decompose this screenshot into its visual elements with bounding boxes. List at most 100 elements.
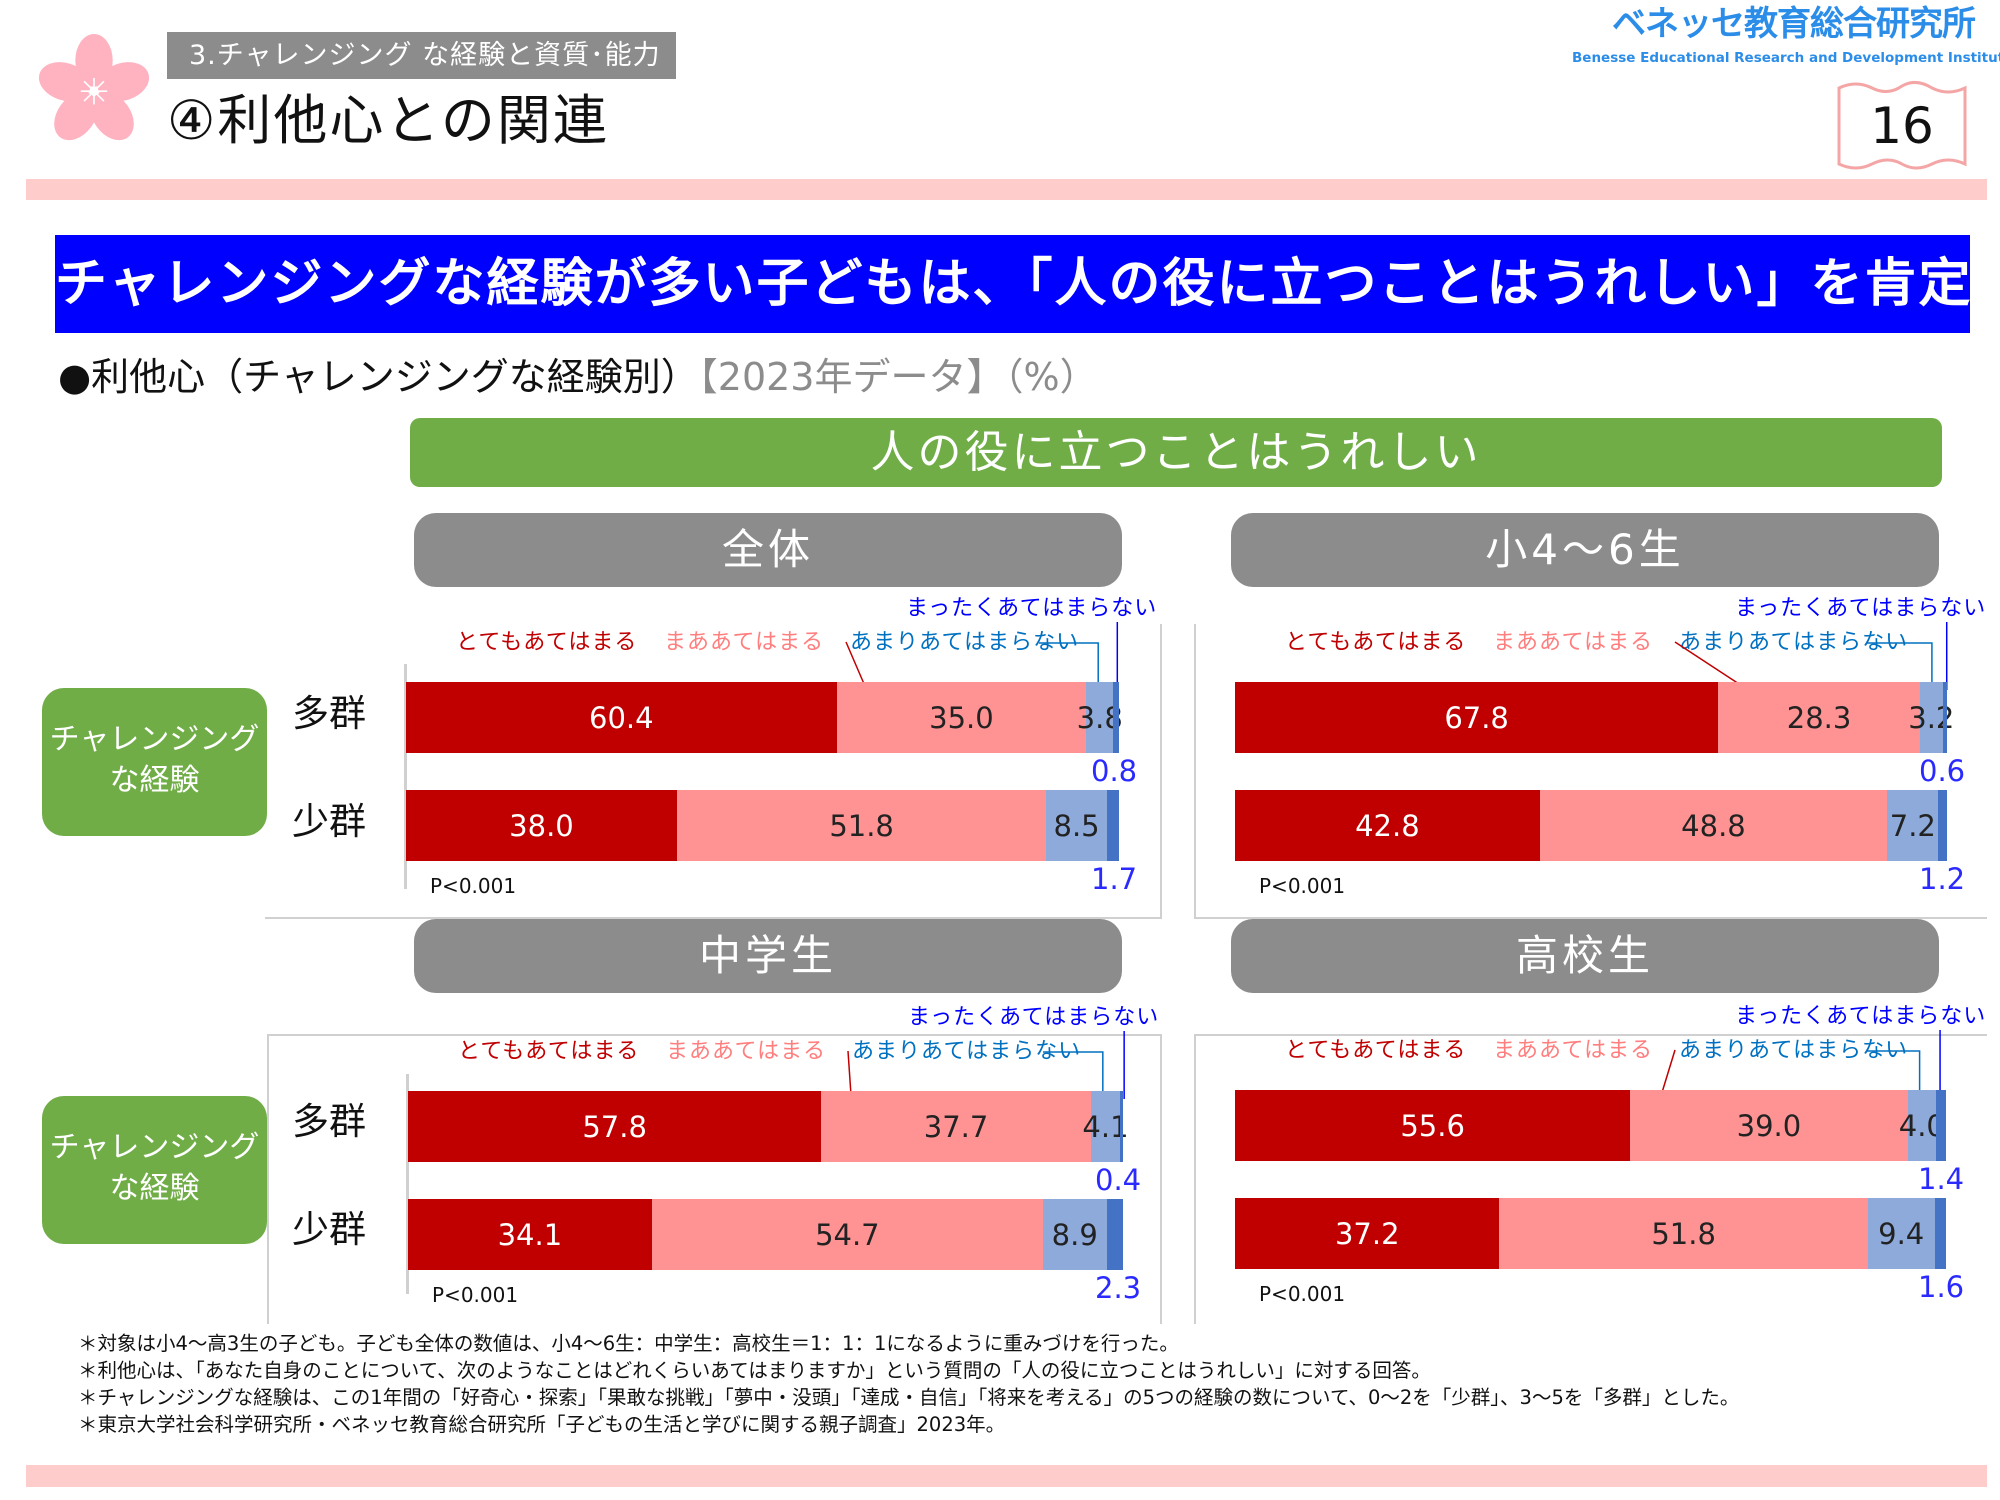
legend-item: まああてはまる xyxy=(1493,630,1654,655)
page-number: 16 xyxy=(1870,97,1934,155)
bar-segment-very: 60.4 xyxy=(406,682,837,753)
callout-not-much xyxy=(1867,642,1933,690)
data-label: 35.0 xyxy=(929,700,994,735)
data-label: 60.4 xyxy=(589,700,654,735)
legend-item: まああてはまる xyxy=(666,1039,827,1064)
p-value: P<0.001 xyxy=(1259,1282,1346,1306)
footnote: ＊チャレンジングな経験は、この1年間の「好奇心・探索」「果敢な挑戦」「夢中・没頭… xyxy=(78,1386,1740,1409)
bar-segment-not-at-all xyxy=(1106,790,1119,861)
axis-line xyxy=(404,664,407,889)
panel-border xyxy=(1160,1034,1162,1324)
axis-line xyxy=(406,1074,409,1294)
row-label-low: 少群 xyxy=(292,800,366,843)
callout-lines xyxy=(845,622,1119,691)
panel-border xyxy=(267,1034,269,1324)
bar-segment-not-much: 3.2 xyxy=(1908,682,1954,753)
group-label-bottom: チャレンジング な経験 xyxy=(42,1096,267,1244)
legend-item: まああてはまる xyxy=(664,630,825,655)
data-label: 51.8 xyxy=(829,808,894,843)
row-label-high: 多群 xyxy=(292,1100,366,1143)
row-label-low: 少群 xyxy=(292,1208,366,1251)
data-label: 57.8 xyxy=(582,1109,647,1144)
data-label: 39.0 xyxy=(1736,1108,1802,1143)
legend-item: まああてはまる xyxy=(1493,1038,1654,1063)
bar-segment-very: 42.8 xyxy=(1235,790,1540,861)
group-label-top: チャレンジング な経験 xyxy=(42,688,267,836)
data-label: 67.8 xyxy=(1444,700,1509,735)
legend-item: とてもあてはまる xyxy=(458,1039,640,1064)
data-label: 37.7 xyxy=(923,1109,989,1144)
bar-row-多群: 55.6 39.0 4.0 xyxy=(1235,1090,1946,1161)
callout-not-much xyxy=(1039,642,1099,690)
panel-header-elementary: 小4～6生 xyxy=(1231,513,1939,587)
data-label-not-at-all: 1.6 xyxy=(1918,1270,1965,1304)
bar-segment-not-at-all xyxy=(1934,1198,1946,1269)
data-label-not-at-all: 1.7 xyxy=(1091,862,1138,896)
bar-segment-not-much: 3.8 xyxy=(1077,682,1123,753)
legend-item: とてもあてはまる xyxy=(1285,1038,1467,1063)
header-divider xyxy=(26,179,1987,200)
callout-not-much xyxy=(1866,1050,1921,1098)
bar-segment-somewhat: 54.7 xyxy=(651,1199,1043,1270)
group-label-line: チャレンジング xyxy=(49,722,260,757)
data-label: 54.7 xyxy=(815,1217,880,1252)
bar-segment-very: 37.2 xyxy=(1235,1198,1500,1269)
group-label-line: チャレンジング xyxy=(49,1130,260,1165)
callout-lines xyxy=(1659,1030,1941,1099)
panel-border xyxy=(265,917,1162,919)
bar-row-少群: 42.8 48.8 7.2 xyxy=(1235,790,1947,861)
footnote: ＊利他心は、「あなた自身のことについて、次のようなことはどれくらいあてはまります… xyxy=(78,1359,1431,1382)
footnote: ＊東京大学社会科学研究所・ベネッセ教育総合研究所「子どもの生活と学びに関する親子… xyxy=(78,1413,1006,1436)
panel-border xyxy=(267,1034,1162,1036)
bar-segment-not-much: 8.9 xyxy=(1042,1199,1107,1270)
data-label: 48.8 xyxy=(1681,808,1746,843)
legend-item: まったくあてはまらない xyxy=(908,1005,1160,1030)
footer-divider xyxy=(26,1465,1987,1487)
bar-row-多群: 57.8 37.7 4.1 xyxy=(408,1091,1129,1162)
logo-en: Benesse Educational Research and Develop… xyxy=(1572,50,2000,66)
chart-subtitle: ●利他心（チャレンジングな経験別）【2023年データ】（%） xyxy=(58,352,1098,402)
callout-lines xyxy=(1674,622,1948,691)
data-label-not-at-all: 0.8 xyxy=(1091,754,1138,788)
bar-segment-very: 38.0 xyxy=(406,790,677,861)
data-label: 38.0 xyxy=(509,808,574,843)
section-tag: 3.チャレンジング な経験と資質･能力 xyxy=(167,32,676,79)
bar-segment-not-at-all xyxy=(1936,1090,1946,1161)
data-label: 28.3 xyxy=(1786,700,1852,735)
panel-border xyxy=(1194,1034,1196,1324)
data-label: 8.9 xyxy=(1051,1217,1098,1252)
data-label-not-at-all: 1.2 xyxy=(1919,862,1966,896)
data-label: 42.8 xyxy=(1355,808,1420,843)
panel-border xyxy=(1160,624,1162,919)
bar-segment-not-much: 8.5 xyxy=(1046,790,1107,861)
bar-segment-somewhat: 35.0 xyxy=(836,682,1087,753)
data-label: 8.5 xyxy=(1053,808,1100,843)
data-label: 55.6 xyxy=(1400,1108,1465,1143)
panel-border xyxy=(1194,1034,1987,1036)
bar-segment-somewhat: 51.8 xyxy=(676,790,1047,861)
bar-segment-somewhat: 51.8 xyxy=(1499,1198,1868,1269)
bar-segment-not-at-all xyxy=(1120,1091,1123,1162)
legend-item: とてもあてはまる xyxy=(456,630,638,655)
callout-lines xyxy=(847,1031,1125,1100)
data-label-not-at-all: 2.3 xyxy=(1095,1271,1142,1305)
bar-segment-somewhat: 39.0 xyxy=(1630,1090,1908,1161)
legend-item: まったくあてはまらない xyxy=(1735,596,1987,621)
panel-border xyxy=(1194,917,1987,919)
bar-segment-not-much: 4.0 xyxy=(1899,1090,1945,1161)
bar-row-多群: 67.8 28.3 3.2 xyxy=(1235,682,1954,753)
data-label: 3.2 xyxy=(1908,700,1955,735)
data-label: 9.4 xyxy=(1878,1216,1925,1251)
legend-item: とてもあてはまる xyxy=(1285,630,1467,655)
legend-item: あまりあてはまらない xyxy=(852,1039,1082,1064)
data-label-not-at-all: 0.4 xyxy=(1095,1163,1142,1197)
panel-header-all: 全体 xyxy=(414,513,1122,587)
callout-not-much xyxy=(1043,1051,1104,1099)
data-label: 51.8 xyxy=(1651,1216,1716,1251)
headline-banner: チャレンジングな経験が多い子どもは、「人の役に立つことはうれしい」を肯定 xyxy=(55,235,1970,333)
group-label-line: な経験 xyxy=(109,1171,200,1206)
p-value: P<0.001 xyxy=(430,874,517,898)
bar-segment-not-much: 9.4 xyxy=(1867,1198,1935,1269)
bar-segment-not-at-all xyxy=(1942,682,1947,753)
subtitle-note: 【2023年データ】（%） xyxy=(698,355,1098,399)
